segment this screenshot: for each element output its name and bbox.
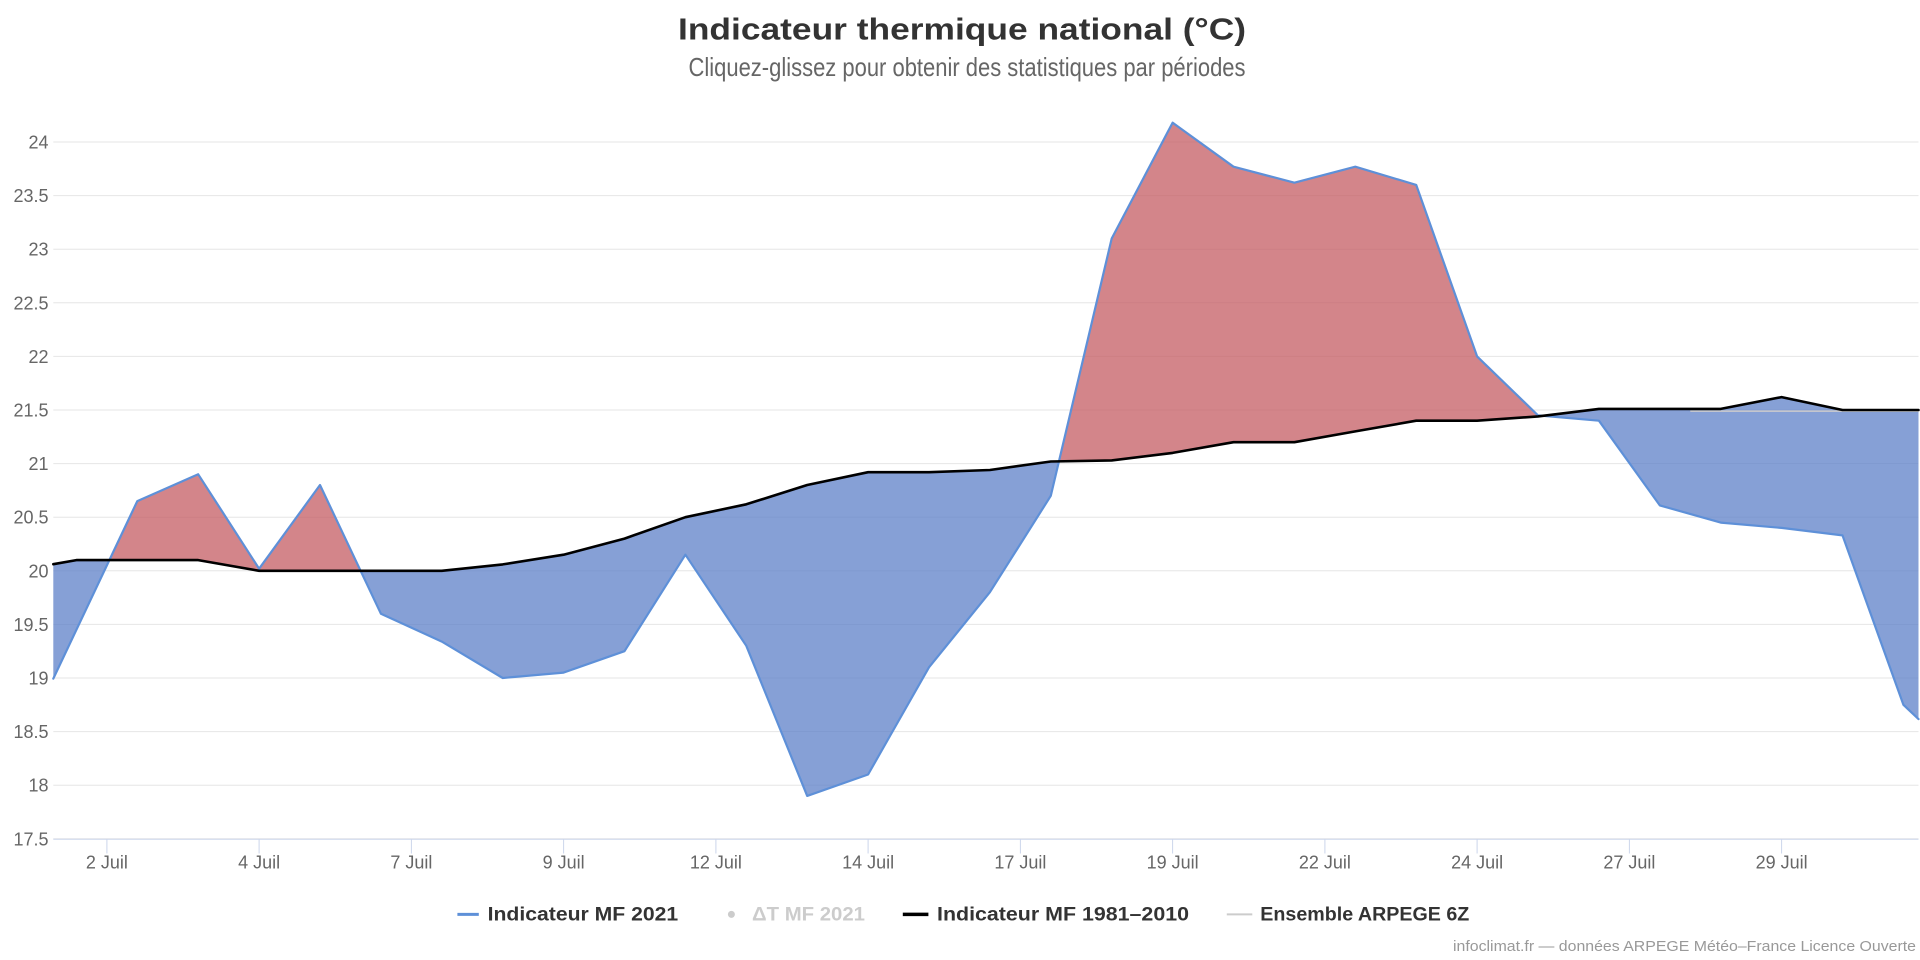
svg-text:infoclimat.fr — données ARPEGE: infoclimat.fr — données ARPEGE Météo–Fra… [1453,938,1916,955]
svg-text:22 Juil: 22 Juil [1299,853,1351,873]
svg-text:Indicateur thermique national: Indicateur thermique national (°C) [678,12,1246,47]
svg-text:24 Juil: 24 Juil [1451,853,1503,873]
svg-text:23.5: 23.5 [13,186,48,206]
svg-text:4 Juil: 4 Juil [238,853,280,873]
svg-text:19 Juil: 19 Juil [1147,853,1199,873]
svg-text:17 Juil: 17 Juil [994,853,1046,873]
svg-text:23: 23 [28,240,48,260]
svg-text:12 Juil: 12 Juil [690,853,742,873]
svg-text:20: 20 [28,561,48,581]
svg-text:17.5: 17.5 [13,829,48,849]
svg-text:18.5: 18.5 [13,722,48,742]
svg-text:Indicateur MF 2021: Indicateur MF 2021 [488,905,679,926]
svg-text:21.5: 21.5 [13,401,48,421]
svg-text:2 Juil: 2 Juil [86,853,128,873]
svg-text:20.5: 20.5 [13,508,48,528]
svg-text:27 Juil: 27 Juil [1603,853,1655,873]
svg-text:29 Juil: 29 Juil [1756,853,1808,873]
svg-text:22: 22 [28,347,48,367]
svg-text:21: 21 [28,454,48,474]
svg-text:7 Juil: 7 Juil [390,853,432,873]
svg-text:Indicateur MF 1981–2010: Indicateur MF 1981–2010 [937,905,1189,926]
svg-text:14 Juil: 14 Juil [842,853,894,873]
svg-text:19.5: 19.5 [13,615,48,635]
svg-text:9 Juil: 9 Juil [543,853,585,873]
svg-text:19: 19 [28,669,48,689]
svg-text:22.5: 22.5 [13,293,48,313]
svg-text:Ensemble ARPEGE 6Z: Ensemble ARPEGE 6Z [1260,905,1469,926]
svg-text:18: 18 [28,776,48,796]
svg-text:24: 24 [28,133,48,153]
svg-text:Cliquez-glissez pour obtenir d: Cliquez-glissez pour obtenir des statist… [689,52,1246,82]
svg-text:ΔT MF 2021: ΔT MF 2021 [752,905,865,926]
